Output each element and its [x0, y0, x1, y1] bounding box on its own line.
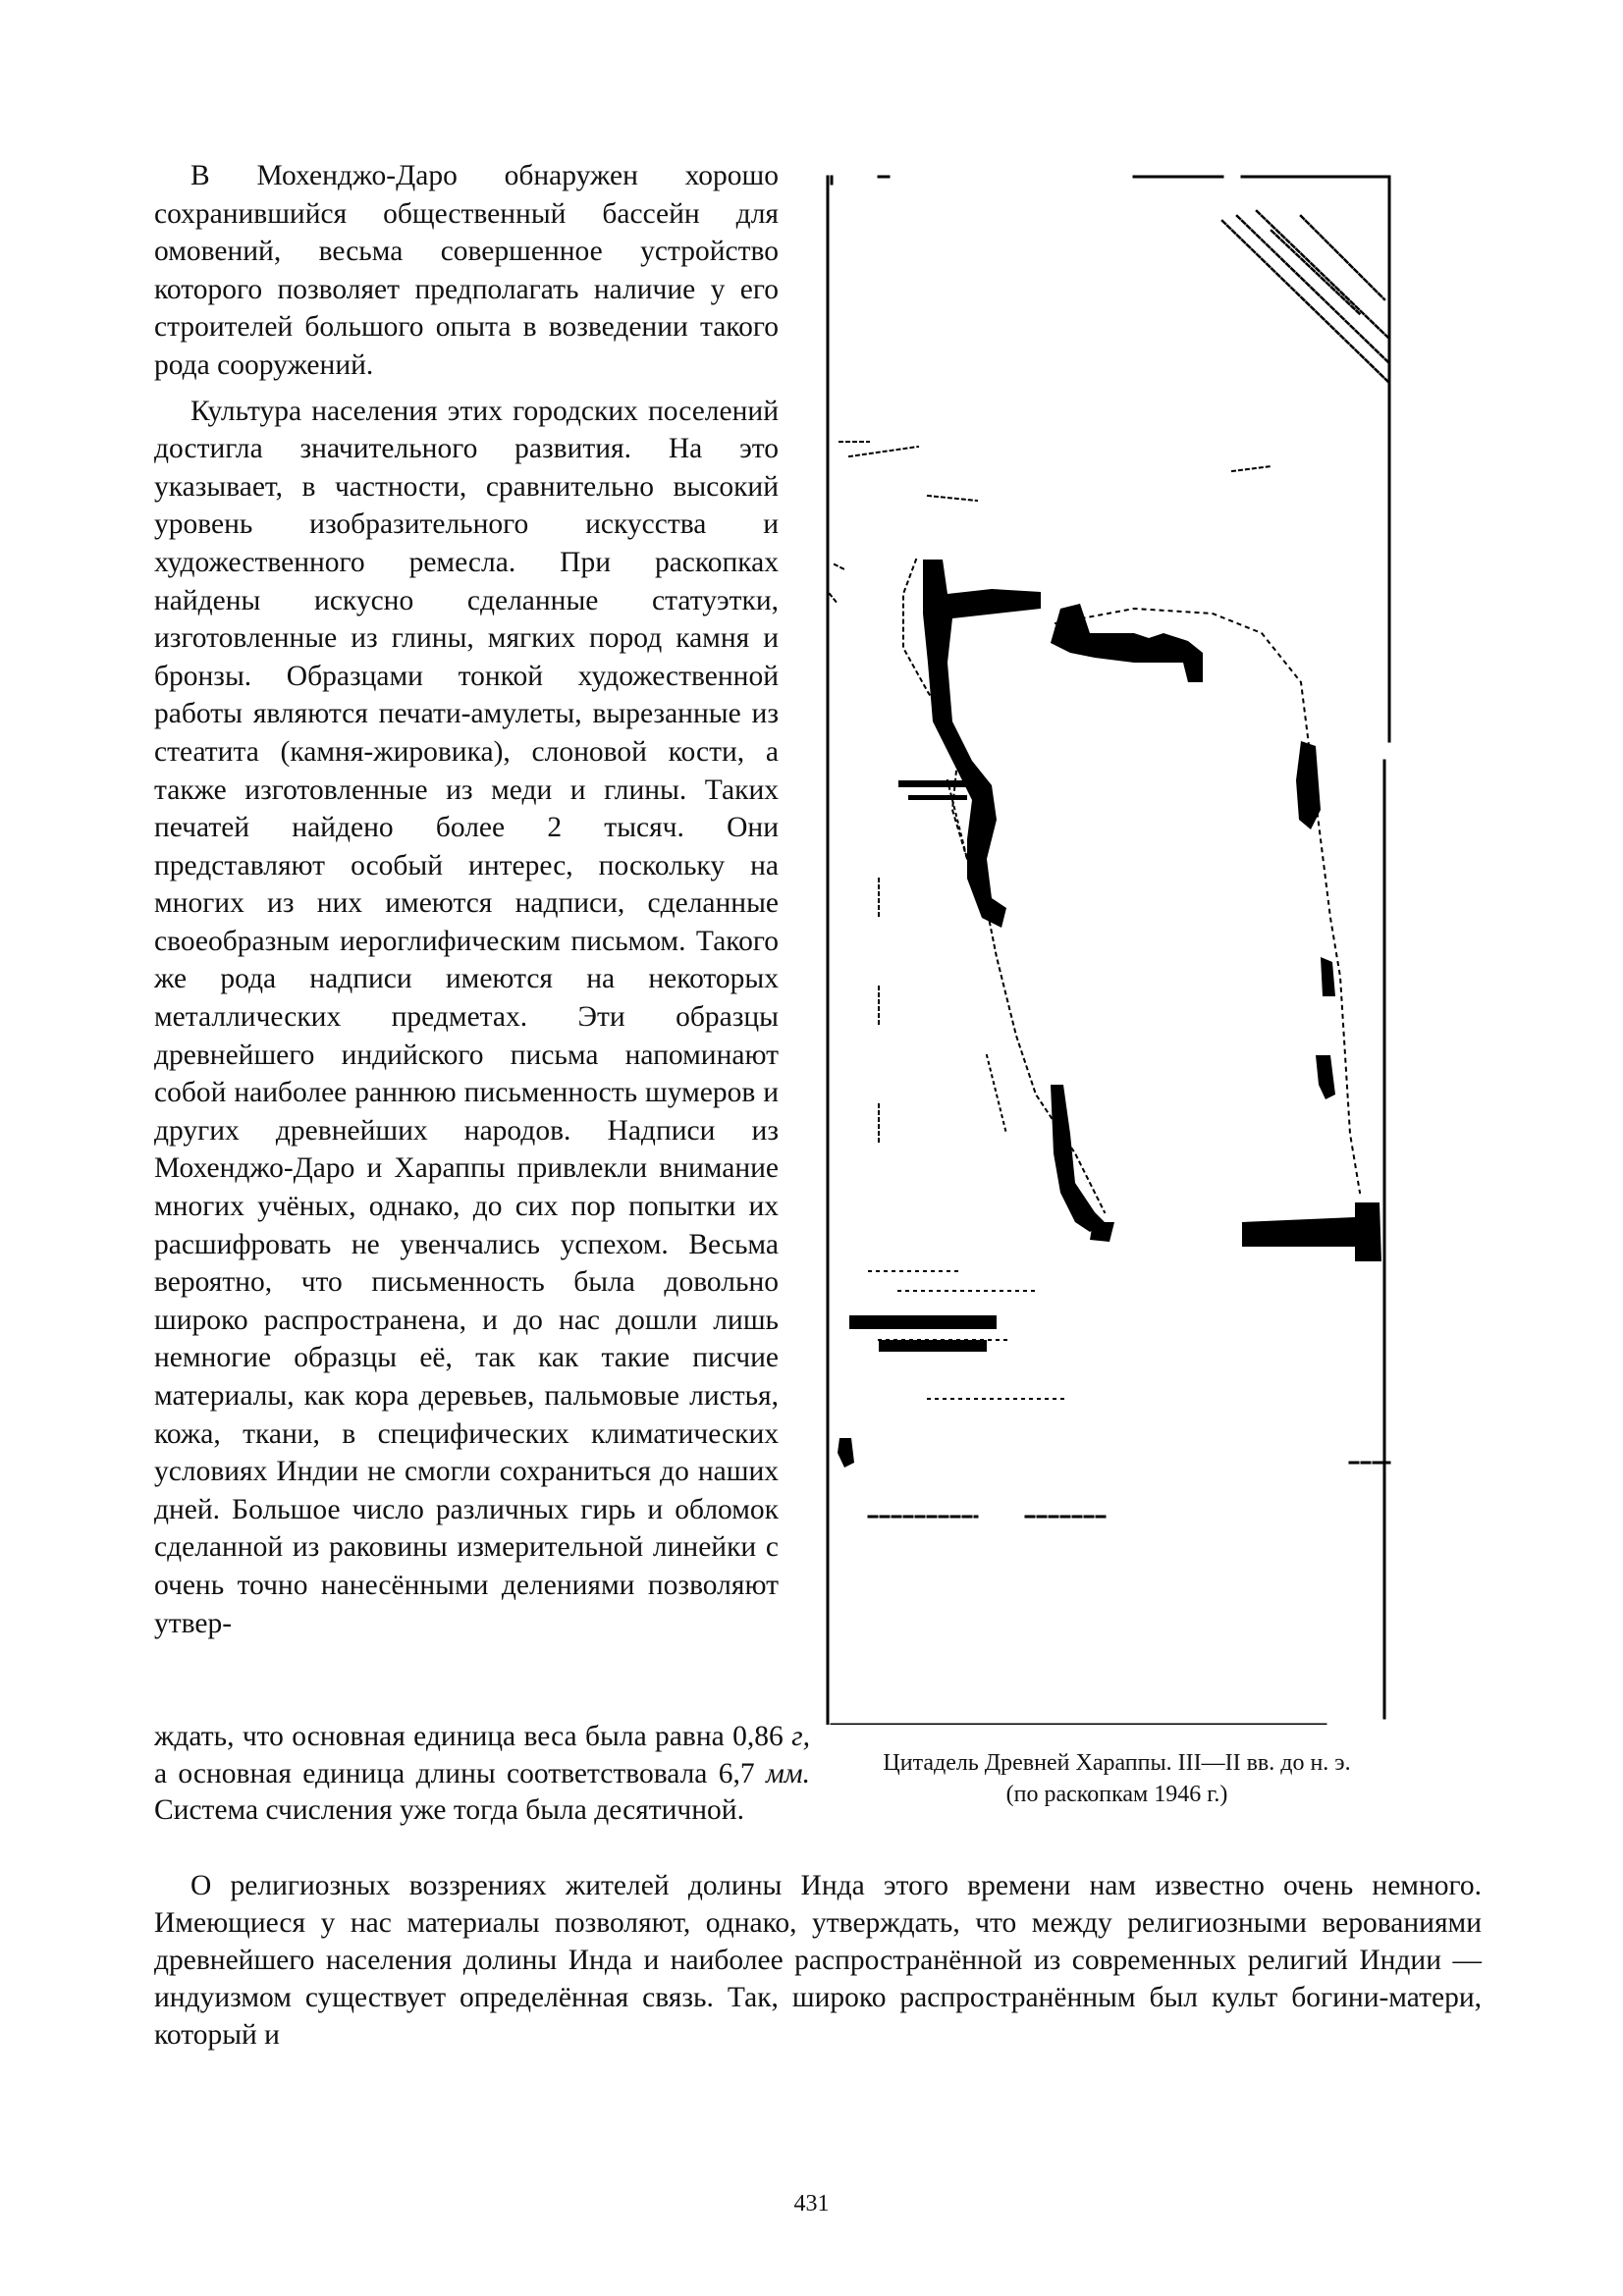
units-text-1: ждать, что основная единица веса была ра…	[154, 1721, 792, 1752]
citadel-plan-drawing	[826, 175, 1391, 1725]
figure-caption: Цитадель Древней Хараппы. III—II вв. до …	[810, 1747, 1424, 1810]
paragraph-bath: В Мохенджо-Даро обнаружен хорошо сохрани…	[154, 160, 779, 381]
weight-unit: г,	[791, 1721, 810, 1752]
page-number: 431	[793, 2191, 830, 2216]
units-text-2: а основная единица длины соответствовала…	[154, 1757, 766, 1789]
units-text-3: Система счисления уже тогда была десятич…	[154, 1794, 744, 1826]
paragraph-units: ждать, что основная единица веса была ра…	[154, 1719, 810, 1830]
full-width-text: О религиозных воззрениях жителей долины …	[154, 1867, 1482, 2054]
paragraph-culture: Культура населения этих городских поселе…	[154, 395, 779, 1639]
caption-title: Цитадель Древней Хараппы. III—II вв. до …	[883, 1750, 1351, 1776]
continuation-text: ждать, что основная единица веса была ра…	[154, 1719, 810, 1830]
left-text-column: В Мохенджо-Даро обнаружен хорошо сохрани…	[154, 157, 779, 1642]
citadel-plan-figure	[810, 172, 1424, 1725]
paragraph-religion: О религиозных воззрениях жителей долины …	[154, 1870, 1482, 2051]
length-unit: мм.	[765, 1757, 810, 1789]
caption-subtitle: (по раскопкам 1946 г.)	[1005, 1782, 1228, 1807]
